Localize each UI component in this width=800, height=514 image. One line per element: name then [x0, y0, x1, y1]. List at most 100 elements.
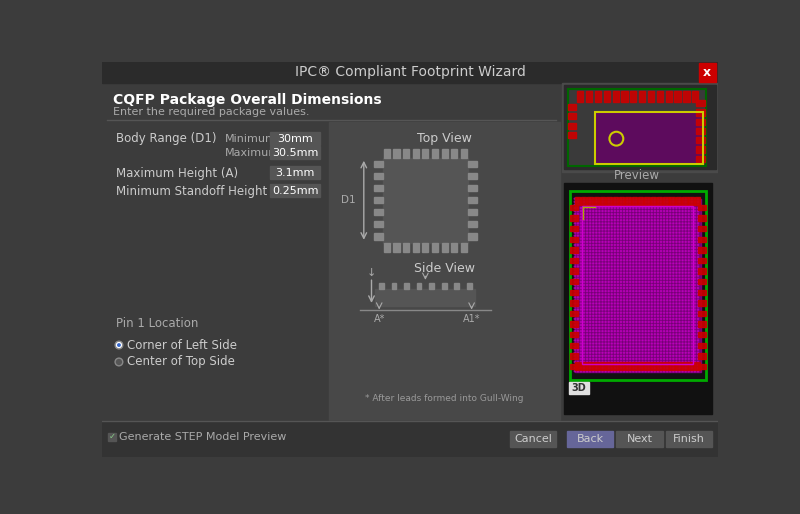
Circle shape [605, 352, 606, 353]
Circle shape [630, 213, 631, 215]
Circle shape [599, 293, 600, 295]
Circle shape [611, 201, 612, 203]
Circle shape [583, 309, 585, 310]
Circle shape [608, 204, 610, 206]
Circle shape [645, 334, 646, 335]
Circle shape [623, 198, 625, 199]
Circle shape [661, 266, 662, 267]
Circle shape [583, 318, 585, 320]
Circle shape [651, 213, 652, 215]
Circle shape [639, 343, 640, 344]
Circle shape [580, 349, 582, 350]
Circle shape [648, 207, 650, 209]
Circle shape [599, 244, 600, 246]
Circle shape [666, 216, 668, 218]
Circle shape [642, 297, 643, 298]
Circle shape [633, 198, 634, 199]
Circle shape [608, 324, 610, 326]
Circle shape [670, 318, 671, 320]
Circle shape [633, 266, 634, 267]
Bar [600, 197, 606, 205]
Circle shape [630, 260, 631, 261]
Circle shape [630, 266, 631, 267]
Bar [698, 215, 706, 221]
Circle shape [626, 293, 628, 295]
Circle shape [611, 355, 612, 356]
Circle shape [663, 352, 665, 353]
Circle shape [636, 361, 637, 362]
Circle shape [583, 219, 585, 221]
Circle shape [608, 281, 610, 283]
Circle shape [620, 219, 622, 221]
Circle shape [685, 334, 686, 335]
Circle shape [645, 355, 646, 356]
Circle shape [608, 235, 610, 236]
Circle shape [633, 269, 634, 270]
Circle shape [596, 250, 597, 252]
Circle shape [682, 303, 683, 304]
Bar [650, 197, 656, 205]
Circle shape [630, 235, 631, 236]
Circle shape [645, 213, 646, 215]
Circle shape [574, 241, 575, 243]
Circle shape [611, 343, 612, 344]
Circle shape [648, 244, 650, 246]
Circle shape [608, 263, 610, 264]
Circle shape [630, 303, 631, 304]
Circle shape [676, 210, 677, 212]
Circle shape [651, 371, 652, 372]
Circle shape [580, 358, 582, 359]
Circle shape [654, 287, 655, 289]
Circle shape [648, 198, 650, 199]
Circle shape [648, 349, 650, 350]
Circle shape [626, 334, 628, 335]
Circle shape [602, 349, 603, 350]
Circle shape [630, 349, 631, 350]
Circle shape [574, 253, 575, 255]
Circle shape [605, 358, 606, 359]
Text: Finish: Finish [673, 434, 705, 444]
Bar [694, 362, 700, 370]
Circle shape [694, 293, 695, 295]
Circle shape [586, 321, 588, 323]
Circle shape [605, 343, 606, 344]
Circle shape [636, 241, 637, 243]
Circle shape [642, 309, 643, 310]
Circle shape [694, 219, 695, 221]
Circle shape [623, 210, 625, 212]
Circle shape [648, 352, 650, 353]
Circle shape [642, 253, 643, 255]
Circle shape [666, 309, 668, 310]
Circle shape [685, 284, 686, 286]
Circle shape [682, 284, 683, 286]
Bar [270, 145, 320, 159]
Circle shape [630, 244, 631, 246]
Circle shape [679, 327, 680, 329]
Circle shape [645, 210, 646, 212]
Circle shape [586, 235, 588, 236]
Circle shape [620, 213, 622, 215]
Circle shape [596, 275, 597, 277]
Circle shape [679, 223, 680, 224]
Circle shape [661, 253, 662, 255]
Circle shape [673, 278, 674, 280]
Circle shape [688, 263, 690, 264]
Circle shape [574, 235, 575, 236]
Circle shape [580, 210, 582, 212]
Circle shape [679, 315, 680, 317]
Circle shape [633, 226, 634, 227]
Circle shape [574, 223, 575, 224]
Circle shape [651, 269, 652, 270]
Circle shape [626, 306, 628, 307]
Circle shape [670, 346, 671, 347]
Circle shape [620, 368, 622, 369]
Circle shape [673, 204, 674, 206]
Circle shape [688, 343, 690, 344]
Circle shape [623, 315, 625, 317]
Circle shape [626, 346, 628, 347]
Circle shape [623, 281, 625, 283]
Circle shape [580, 303, 582, 304]
Circle shape [679, 352, 680, 353]
Circle shape [630, 309, 631, 310]
Circle shape [685, 226, 686, 227]
